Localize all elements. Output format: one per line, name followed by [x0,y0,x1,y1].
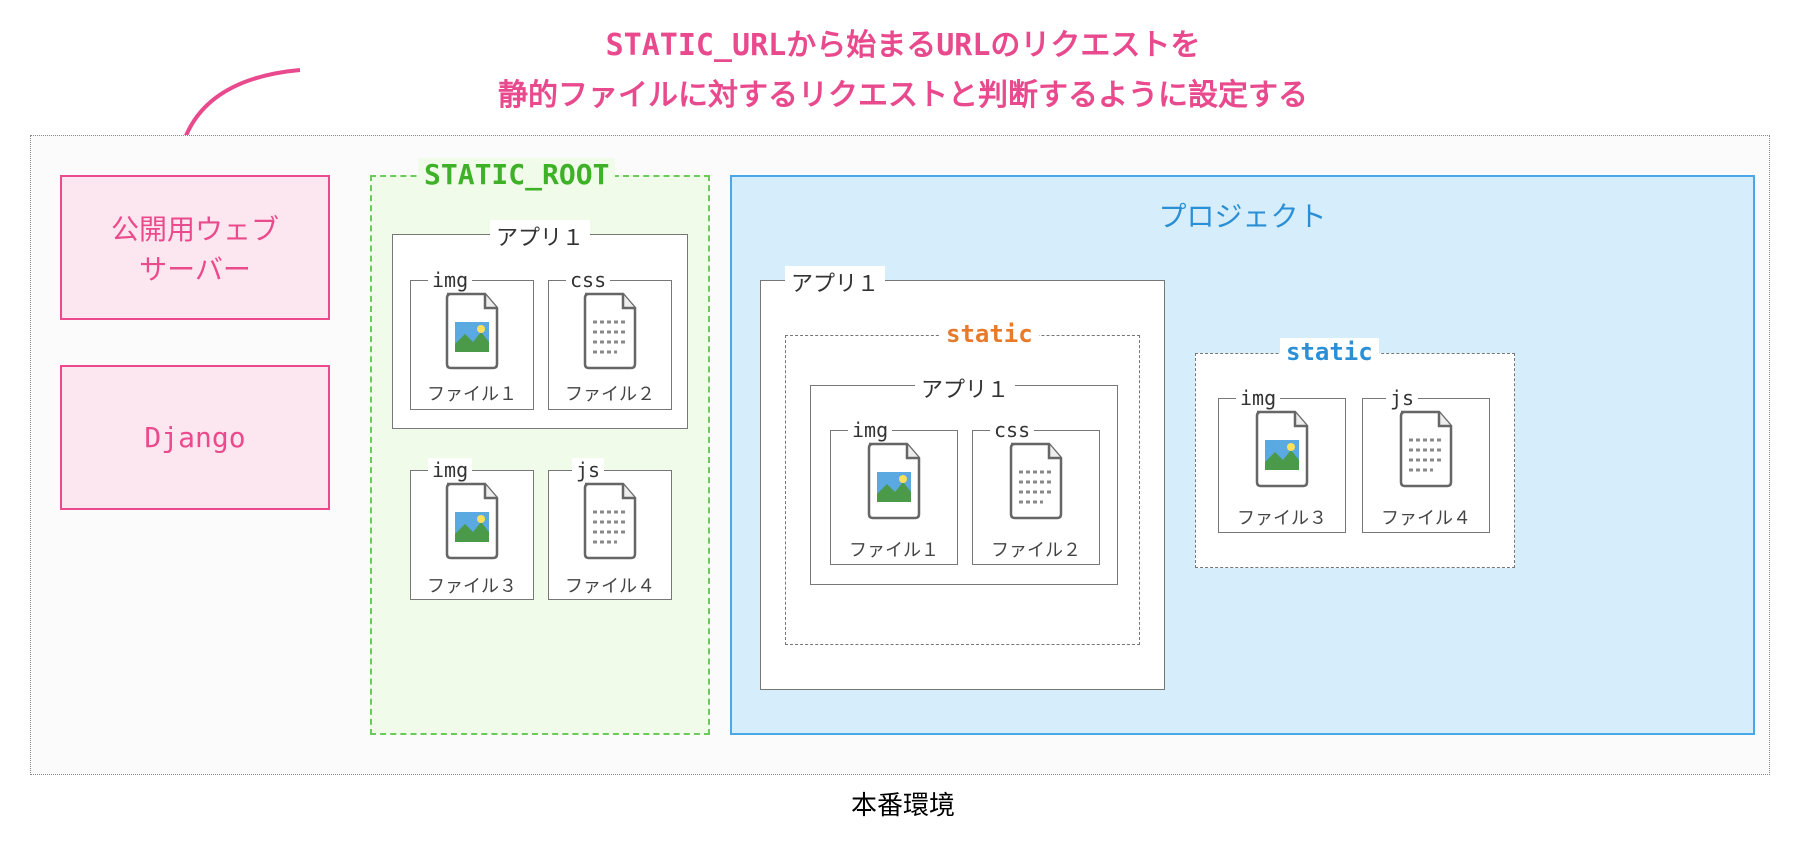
header-line-2-text: 静的ファイルに対するリクエストと判断するように設定する [498,79,1308,112]
header-line-1: STATIC_URLから始まるURLのリクエストを [0,20,1806,64]
proj-blue-img-caption: ファイル３ [1218,504,1346,530]
sr-app1-css-caption: ファイル２ [548,380,672,406]
static-root-label: STATIC_ROOT [418,158,615,191]
proj-app1-outer-label: アプリ１ [785,266,885,298]
sr-loose-js-label: js [572,458,604,482]
image-file-icon [441,292,503,370]
image-file-icon [441,482,503,560]
project-label-text: プロジェクト [1158,201,1326,232]
proj-blue-img-label: img [1236,386,1280,410]
env-label-text: 本番環境 [851,790,955,820]
image-file-icon [863,442,925,520]
proj-blue-js-caption: ファイル４ [1362,504,1490,530]
proj-static-blue-label: static [1280,338,1379,366]
sr-app1-label: アプリ１ [490,220,590,252]
text-file-icon [579,292,641,370]
text-file-icon [579,482,641,560]
proj-inner-css-label: css [990,418,1034,442]
django-box: Django [60,365,330,510]
web-server-label: 公開用ウェブ サーバー [111,208,279,288]
sr-app1-label-text: アプリ１ [496,225,584,250]
proj-app1-inner-label: アプリ１ [915,372,1015,404]
header-line-1-text: STATIC_URLから始まるURLのリクエストを [606,28,1201,63]
sr-loose-img-label: img [428,458,472,482]
proj-inner-img-label: img [848,418,892,442]
sr-loose-img-caption: ファイル３ [410,572,534,598]
env-label: 本番環境 [0,785,1806,822]
text-file-icon [1395,410,1457,488]
sr-app1-css-label: css [566,268,610,292]
proj-static-orange-label: static [940,320,1039,348]
sr-app1-img-label: img [428,268,472,292]
proj-inner-css-caption: ファイル２ [972,536,1100,562]
proj-blue-js-label: js [1386,386,1418,410]
text-file-icon [1005,442,1067,520]
web-server-box: 公開用ウェブ サーバー [60,175,330,320]
sr-app1-img-caption: ファイル１ [410,380,534,406]
django-label: Django [144,421,245,454]
proj-inner-img-caption: ファイル１ [830,536,958,562]
image-file-icon [1251,410,1313,488]
project-label: プロジェクト [730,195,1755,235]
static-root-label-text: STATIC_ROOT [424,158,609,191]
sr-loose-js-caption: ファイル４ [548,572,672,598]
